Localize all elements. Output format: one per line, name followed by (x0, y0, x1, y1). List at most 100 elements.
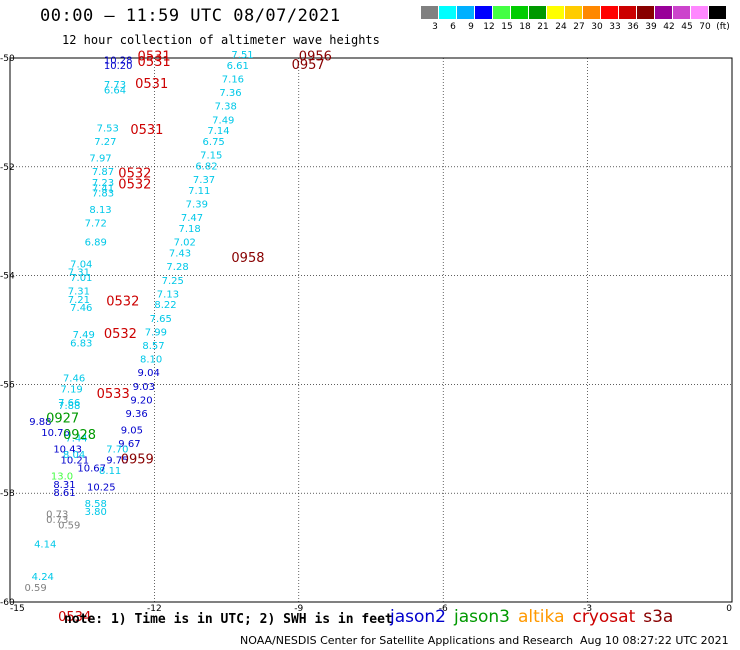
wave-height-label: 7.16 (222, 74, 244, 85)
wave-height-label: 8.31 (53, 480, 75, 491)
wave-height-label: 7.46 (70, 303, 92, 314)
wave-height-label: 7.27 (94, 137, 116, 148)
grid-lines (9, 57, 733, 603)
x-tick-label: -15 (10, 604, 25, 614)
pass-time-label: 0532 (104, 327, 137, 342)
colorbar-swatch (421, 6, 439, 19)
wave-height-label: 8.10 (140, 355, 162, 366)
colorbar-swatch (619, 6, 637, 19)
colorbar-swatch (547, 6, 565, 19)
wave-height-label: 8.13 (89, 205, 111, 216)
wave-height-label: 7.04 (70, 259, 92, 270)
pass-time-label: 0532 (106, 295, 139, 310)
wave-height-labels: 7.516.617.167.367.387.497.146.757.156.82… (24, 50, 253, 594)
satellite-legend-entry: jason2 (390, 607, 446, 627)
wave-height-label: 7.51 (231, 50, 253, 61)
chart-title: 00:00 – 11:59 UTC 08/07/2021 (40, 6, 341, 26)
pass-time-label: 0958 (231, 251, 264, 266)
colorbar-label: 6 (450, 22, 456, 32)
wave-height-label: 7.28 (166, 262, 188, 273)
wave-height-label: 7.49 (73, 330, 95, 341)
wave-height-label: 7.83 (92, 189, 114, 200)
colorbar-label: (ft) (716, 22, 730, 32)
pass-time-label: 0928 (63, 428, 96, 443)
wave-height-label: 0.73 (46, 510, 68, 521)
colorbar-label: 33 (609, 22, 621, 32)
pass-time-label: 0533 (97, 387, 130, 402)
wave-height-label: 7.66 (58, 398, 80, 409)
wave-height-label: 10.43 (53, 444, 82, 455)
colorbar-swatch (637, 6, 655, 19)
wave-height-label: 10.20 (104, 61, 133, 72)
pass-time-label: 0531 (135, 77, 168, 92)
colorbar-swatch (709, 6, 727, 19)
colorbar-label: 3 (432, 22, 438, 32)
wave-height-label: 6.83 (70, 338, 92, 349)
wave-height-label: 7.49 (212, 115, 234, 126)
satellite-legend-entry: jason3 (454, 607, 510, 627)
wave-height-label: 7.44 (65, 434, 87, 445)
wave-height-label: 7.14 (207, 126, 229, 137)
y-tick-label: -60 (0, 598, 15, 608)
colorbar-swatch (475, 6, 493, 19)
wave-height-label: 7.31 (68, 287, 90, 298)
colorbar-swatch (529, 6, 547, 19)
pass-time-label: 0956 (299, 50, 332, 65)
wave-height-label: 7.31 (68, 268, 90, 279)
wave-height-label: 13.0 (51, 472, 73, 483)
colorbar-swatch (673, 6, 691, 19)
colorbar-label: 36 (627, 22, 639, 32)
colorbar-swatch (655, 6, 673, 19)
colorbar-label: 27 (573, 22, 585, 32)
wave-height-label: 8.58 (85, 499, 107, 510)
axis-ticks: -15 -12 -9 -6 -3 0 -50 -52 -54 -56 -58 -60 (0, 54, 732, 614)
pass-time-label: 0957 (292, 58, 325, 73)
colorbar-label: 15 (501, 22, 513, 32)
satellite-legend-entry: altika (518, 607, 565, 627)
wave-height-label: 7.13 (157, 289, 179, 300)
colorbar-swatch (601, 6, 619, 19)
generated-timestamp: Aug 10 08:27:22 UTC 2021 (580, 634, 729, 647)
colorbar-label: 39 (645, 22, 657, 32)
pass-time-labels: 0531053105310531053205320532053205330927… (46, 50, 332, 625)
pass-time-label: 0532 (118, 167, 151, 182)
pass-time-label: 0531 (130, 123, 163, 138)
wave-height-label: 10.67 (77, 463, 106, 474)
colorbar-swatch (511, 6, 529, 19)
wave-height-label: 7.02 (174, 238, 196, 249)
wave-height-label: 7.97 (89, 153, 111, 164)
wave-height-label: 7.46 (63, 374, 85, 385)
wave-height-label: 8.61 (53, 488, 75, 499)
colorbar-label: 21 (537, 22, 549, 32)
wave-height-label: 7.21 (68, 295, 90, 306)
wave-height-label: 10.28 (104, 55, 133, 66)
colorbar-label: 42 (663, 22, 675, 32)
wave-height-label: 6.82 (195, 162, 217, 173)
wave-height-label: 0.59 (58, 521, 80, 532)
y-tick-label: -50 (0, 54, 15, 64)
wave-height-label: 8.57 (142, 341, 164, 352)
pass-time-label: 0532 (118, 178, 151, 193)
wave-height-label: 6.89 (85, 238, 107, 249)
pass-time-label: 0531 (138, 50, 171, 65)
colorbar-label: 24 (555, 22, 567, 32)
wave-height-label: 6.64 (104, 85, 126, 96)
pass-time-label: 0959 (121, 452, 154, 467)
x-tick-label: -3 (583, 604, 592, 614)
colorbar-label: 70 (699, 22, 711, 32)
x-tick-label: -9 (294, 604, 303, 614)
wave-height-label: 7.18 (178, 224, 200, 235)
colorbar-swatch (439, 6, 457, 19)
wave-height-label: 10.25 (87, 482, 116, 493)
wave-height-label: 8.04 (63, 450, 85, 461)
satellite-legend-entry: cryosat (572, 607, 636, 627)
wave-height-label: 0.73 (46, 515, 68, 526)
wave-height-label: 7.73 (104, 80, 126, 91)
chart-subtitle: 12 hour collection of altimeter wave hei… (62, 33, 380, 47)
wave-height-label: 7.70 (106, 444, 128, 455)
colorbar-label: 30 (591, 22, 603, 32)
y-tick-label: -54 (0, 272, 15, 282)
wave-height-label: 9.04 (138, 368, 160, 379)
wave-height-label: 10.21 (61, 455, 90, 466)
wave-height-label: 9.05 (121, 425, 143, 436)
